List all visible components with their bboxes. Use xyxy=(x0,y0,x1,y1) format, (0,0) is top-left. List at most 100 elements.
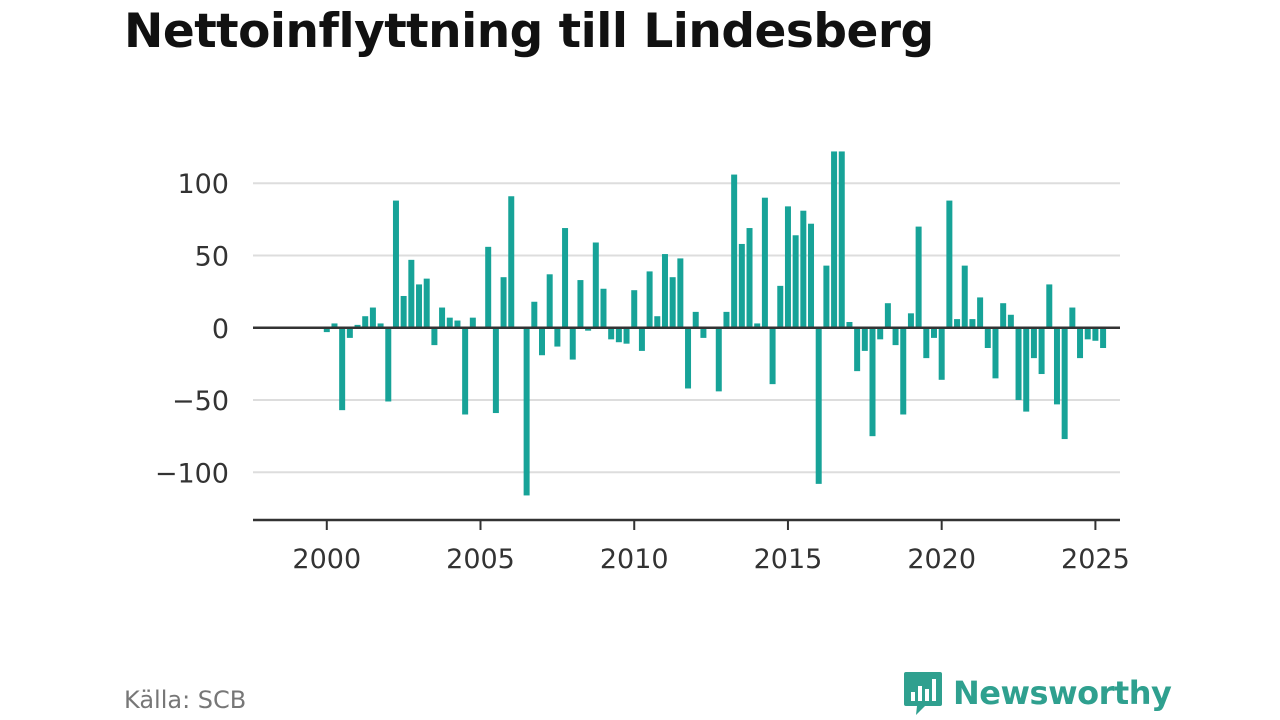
bars xyxy=(323,151,1107,496)
bar-2003-Q1 xyxy=(416,284,423,328)
bar-2011-Q2 xyxy=(669,277,676,328)
x-tick-label: 2010 xyxy=(600,544,669,575)
bar-2009-Q1 xyxy=(600,288,607,328)
bar-2005-Q3 xyxy=(492,327,499,414)
bar-2020-Q1 xyxy=(938,327,945,380)
bar-2012-Q1 xyxy=(692,311,699,328)
brand-name: Newsworthy xyxy=(953,674,1172,712)
bar-2011-Q3 xyxy=(677,258,684,328)
bar-2023-Q4 xyxy=(1053,327,1060,405)
bar-2002-Q3 xyxy=(400,295,407,328)
bar-2005-Q2 xyxy=(485,246,492,328)
bar-2002-Q1 xyxy=(385,327,392,402)
bar-2000-Q4 xyxy=(346,327,353,338)
bar-2015-Q4 xyxy=(808,223,815,328)
x-tick-label: 2000 xyxy=(292,544,361,575)
bar-2021-Q2 xyxy=(977,297,984,328)
bar-2003-Q4 xyxy=(439,307,446,328)
bar-2011-Q4 xyxy=(685,327,692,389)
x-tick-label: 2015 xyxy=(754,544,823,575)
bar-2010-Q2 xyxy=(638,327,645,351)
bar-2016-Q3 xyxy=(831,151,838,328)
bar-2000-Q2 xyxy=(331,323,338,328)
bar-2023-Q2 xyxy=(1038,327,1045,375)
bar-2006-Q4 xyxy=(531,301,538,328)
bar-2011-Q1 xyxy=(661,254,668,328)
y-tick-label: 0 xyxy=(212,314,229,345)
bar-2017-Q1 xyxy=(846,321,853,328)
bar-2025-Q1 xyxy=(1092,327,1099,341)
bar-2018-Q4 xyxy=(900,327,907,415)
bar-2003-Q3 xyxy=(431,327,438,346)
bar-2008-Q2 xyxy=(577,280,584,328)
bar-2016-Q4 xyxy=(838,151,845,328)
bar-2000-Q3 xyxy=(339,327,346,411)
bar-2016-Q1 xyxy=(815,327,822,484)
bar-2004-Q1 xyxy=(446,317,453,328)
bar-2017-Q4 xyxy=(869,327,876,437)
bar-2024-Q1 xyxy=(1061,327,1068,440)
bar-2001-Q2 xyxy=(362,316,369,328)
bar-2016-Q2 xyxy=(823,265,830,328)
bar-2019-Q4 xyxy=(930,327,937,338)
bar-2015-Q3 xyxy=(800,210,807,328)
y-tick-label: 100 xyxy=(177,169,229,200)
bar-2013-Q1 xyxy=(723,311,730,328)
bar-2013-Q2 xyxy=(731,174,738,328)
bar-2009-Q2 xyxy=(608,327,615,340)
bar-2001-Q4 xyxy=(377,323,384,328)
bar-2007-Q3 xyxy=(554,327,561,347)
bar-2023-Q1 xyxy=(1030,327,1037,359)
bar-2020-Q4 xyxy=(961,265,968,328)
chart-title: Nettoinflyttning till Lindesberg xyxy=(124,4,934,59)
bar-2022-Q4 xyxy=(1023,327,1030,412)
bar-2008-Q1 xyxy=(569,327,576,360)
x-tick-label: 2005 xyxy=(446,544,515,575)
bar-2012-Q2 xyxy=(700,327,707,338)
bar-chart-speech-bubble-icon xyxy=(904,672,942,715)
source-note: Källa: SCB xyxy=(124,686,247,714)
bar-2020-Q2 xyxy=(946,200,953,328)
bar-2018-Q3 xyxy=(892,327,899,346)
bar-2007-Q2 xyxy=(546,274,553,328)
bar-2009-Q4 xyxy=(623,327,630,344)
bar-2007-Q1 xyxy=(539,327,545,356)
bar-2021-Q1 xyxy=(969,319,976,328)
bar-2008-Q4 xyxy=(592,242,599,328)
bar-2018-Q1 xyxy=(877,327,884,340)
bar-2020-Q3 xyxy=(954,319,961,328)
bar-2025-Q2 xyxy=(1100,327,1107,349)
bar-2022-Q1 xyxy=(1000,303,1007,328)
bar-2014-Q1 xyxy=(754,323,761,328)
bar-2009-Q3 xyxy=(615,327,622,343)
y-tick-label: 50 xyxy=(195,242,229,273)
bar-2014-Q4 xyxy=(777,285,784,328)
y-tick-label: −50 xyxy=(172,386,229,417)
bar-2008-Q3 xyxy=(585,327,592,331)
bar-2010-Q3 xyxy=(646,271,653,328)
bar-2010-Q4 xyxy=(654,316,661,328)
bar-2019-Q1 xyxy=(907,313,914,328)
bar-2015-Q2 xyxy=(792,235,799,328)
brand-logo: Newsworthy xyxy=(903,670,1172,716)
bar-2006-Q3 xyxy=(523,327,530,496)
bar-2001-Q3 xyxy=(369,307,376,328)
bar-2004-Q4 xyxy=(469,317,476,328)
bar-2013-Q3 xyxy=(738,243,745,328)
y-tick-label: −100 xyxy=(155,458,229,489)
bar-2002-Q2 xyxy=(392,200,399,328)
bar-2019-Q2 xyxy=(915,226,922,328)
bar-2021-Q3 xyxy=(984,327,991,349)
bar-2001-Q1 xyxy=(354,324,361,328)
bar-2014-Q2 xyxy=(761,197,768,328)
bar-2021-Q4 xyxy=(992,327,999,379)
bar-2019-Q3 xyxy=(923,327,930,359)
bar-2012-Q4 xyxy=(715,327,722,392)
bar-2013-Q4 xyxy=(746,228,753,328)
bar-2024-Q3 xyxy=(1077,327,1084,359)
bar-2004-Q2 xyxy=(454,320,461,328)
bar-2018-Q2 xyxy=(884,303,891,328)
x-tick-label: 2025 xyxy=(1061,544,1130,575)
bar-2004-Q3 xyxy=(462,327,469,415)
